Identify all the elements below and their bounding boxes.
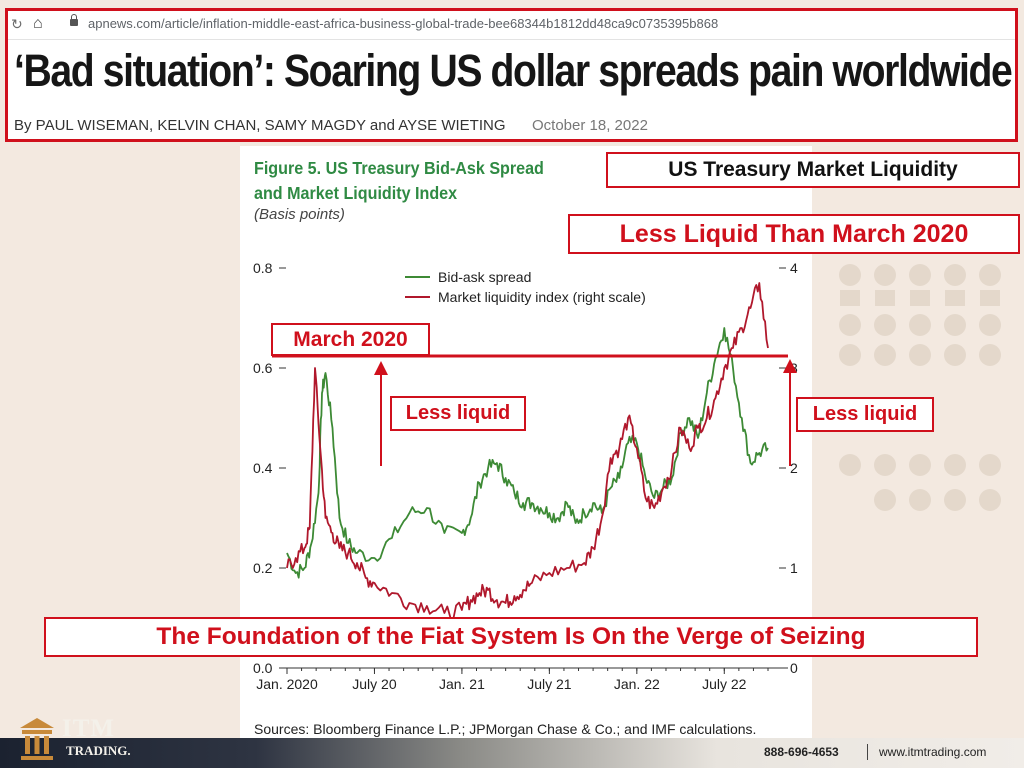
website-link[interactable]: www.itmtrading.com [879,745,987,759]
x-tick-label: Jan. 22 [614,676,660,692]
y-left-tick-label: 0.2 [253,560,273,576]
brand-subtitle: TRADING. [66,743,131,758]
brand-name: ITM [62,715,115,742]
article-headline: ‘Bad situation’: Soaring US dollar sprea… [14,45,1013,96]
liquidity-title-callout: US Treasury Market Liquidity [606,152,1020,188]
url-text[interactable]: apnews.com/article/inflation-middle-east… [88,16,719,31]
arrow-head-left-icon [374,361,388,375]
article-byline: By PAUL WISEMAN, KELVIN CHAN, SAMY MAGDY… [14,117,506,134]
figure-subtitle: (Basis points) [254,206,345,223]
temple-logo-icon [20,718,54,760]
foundation-callout: The Foundation of the Fiat System Is On … [44,617,978,657]
y-left-tick-label: 0.8 [253,260,273,276]
footer-bar [0,738,1024,768]
arrow-head-right-icon [783,359,797,373]
figure-title: Figure 5. US Treasury Bid-Ask Spread and… [254,158,544,203]
y-right-tick-label: 4 [790,260,798,276]
browser-address-bar[interactable]: ↻ ⌂ apnews.com/article/inflation-middle-… [8,11,1015,40]
x-tick-label: Jan. 21 [439,676,485,692]
bid-ask-spread-line [286,327,769,579]
less-liquid-left-callout: Less liquid [390,396,526,431]
lock-icon [70,14,78,26]
home-icon[interactable]: ⌂ [33,15,43,32]
market-liquidity-line [286,282,769,621]
figure-sources: Sources: Bloomberg Finance L.P.; JPMorga… [254,721,757,737]
less-liquid-right-callout: Less liquid [796,397,934,432]
march-2020-callout: March 2020 [271,323,430,356]
footer-divider [867,744,868,760]
y-right-tick-label: 0 [790,660,798,676]
x-tick-label: July 21 [527,676,572,692]
reload-icon[interactable]: ↻ [11,16,23,32]
phone-number[interactable]: 888-696-4653 [764,745,839,759]
legend-label: Market liquidity index (right scale) [438,289,646,305]
article-header: ↻ ⌂ apnews.com/article/inflation-middle-… [5,8,1018,142]
legend-label: Bid-ask spread [438,269,531,285]
y-left-tick-label: 0.0 [253,660,273,676]
y-right-tick-label: 1 [790,560,798,576]
x-tick-label: July 20 [352,676,397,692]
x-tick-label: Jan. 2020 [256,676,318,692]
less-than-2020-callout: Less Liquid Than March 2020 [568,214,1020,254]
article-date: October 18, 2022 [532,117,648,134]
x-tick-label: July 22 [702,676,747,692]
y-right-tick-label: 2 [790,460,798,476]
y-left-tick-label: 0.4 [253,460,273,476]
y-left-tick-label: 0.6 [253,360,273,376]
